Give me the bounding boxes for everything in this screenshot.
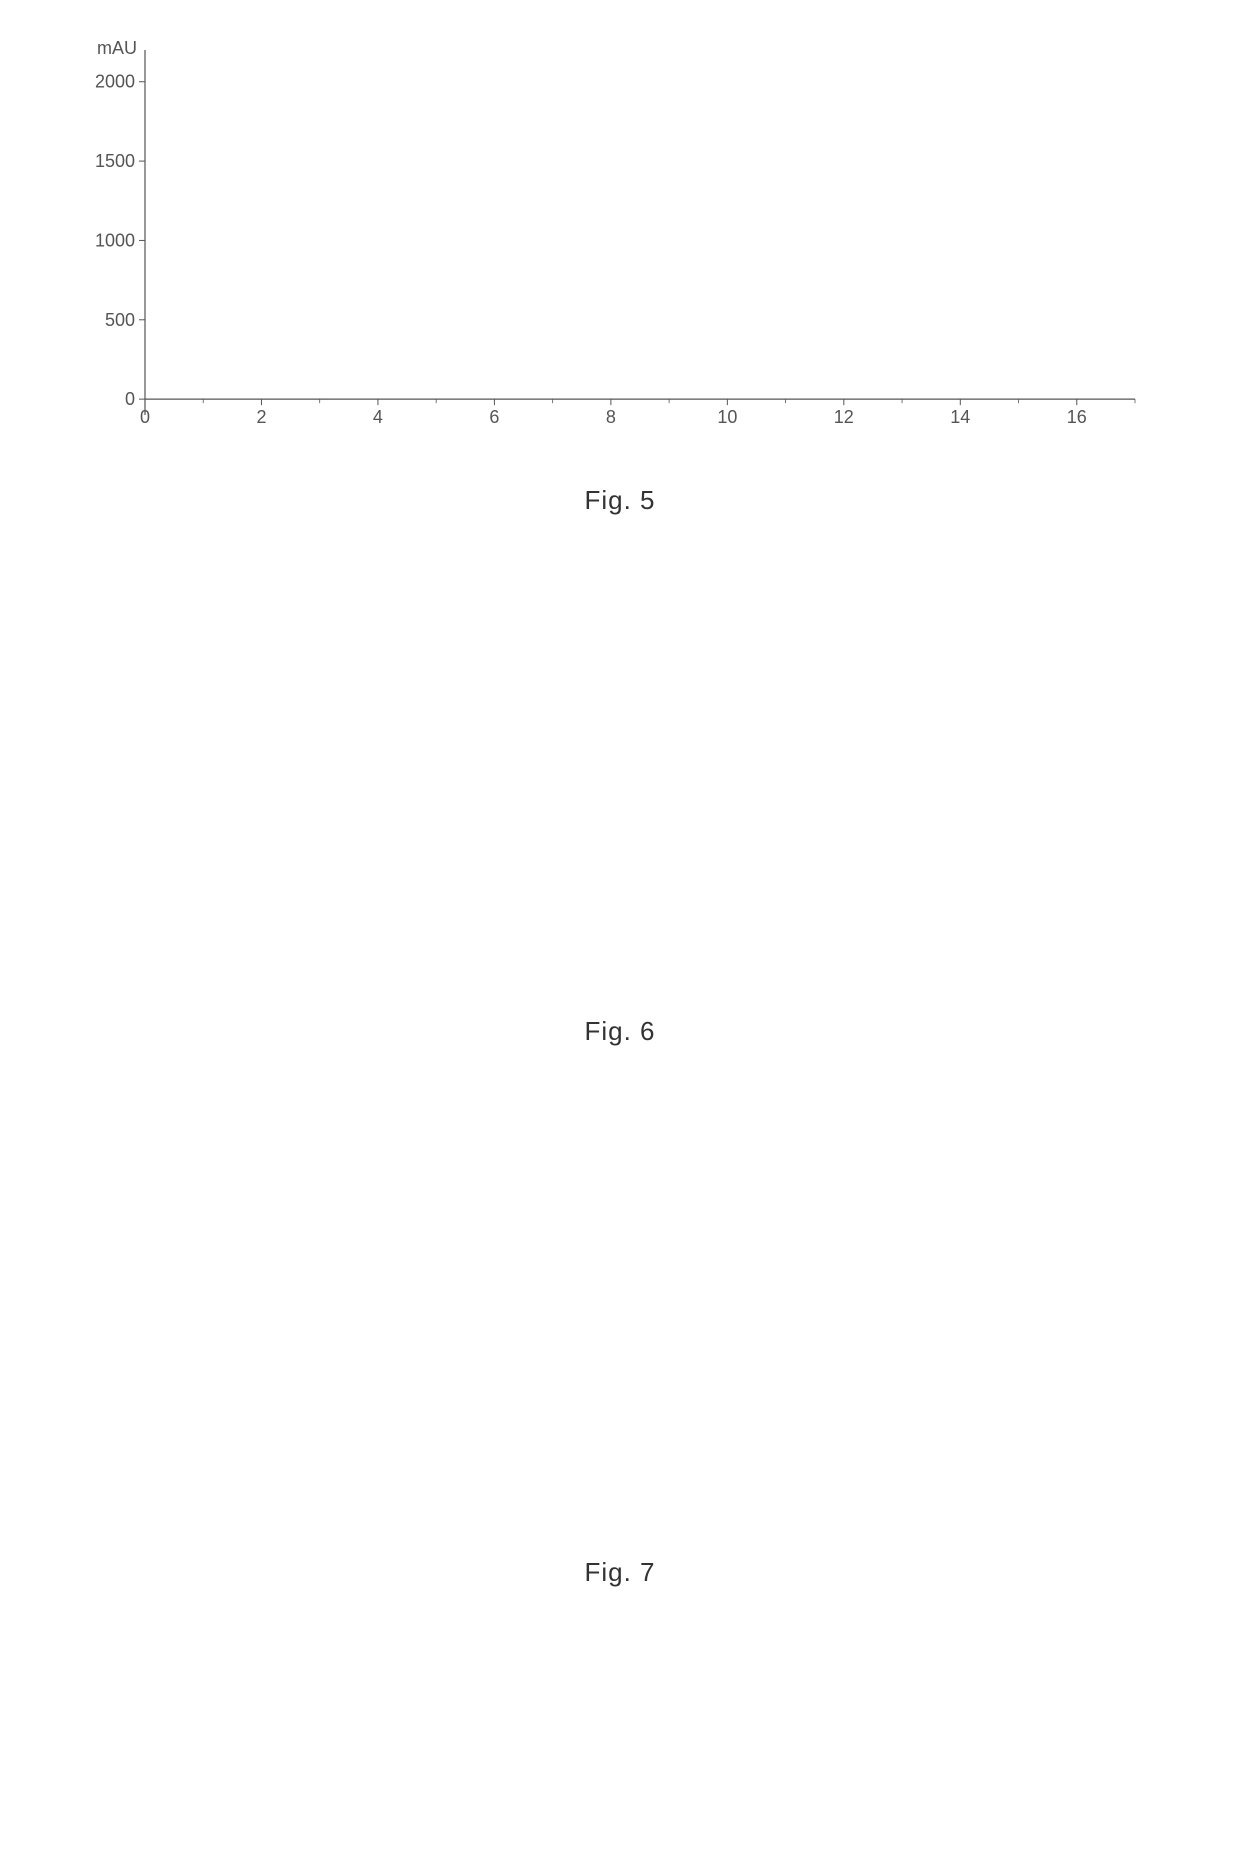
svg-text:12: 12 <box>834 407 854 427</box>
svg-text:1500: 1500 <box>95 151 135 171</box>
svg-text:0: 0 <box>140 407 150 427</box>
fig6-chromatogram <box>60 561 1160 991</box>
page: 02468101214160500100015002000mAU Fig. 5 … <box>0 0 1240 1673</box>
fig6-block <box>60 561 1180 991</box>
fig6-caption: Fig. 6 <box>60 1016 1180 1047</box>
svg-text:mAU: mAU <box>97 38 137 58</box>
fig7-block <box>60 1092 1180 1532</box>
fig7-caption: Fig. 7 <box>60 1557 1180 1588</box>
svg-text:500: 500 <box>105 310 135 330</box>
svg-text:0: 0 <box>125 389 135 409</box>
svg-text:10: 10 <box>717 407 737 427</box>
svg-text:2: 2 <box>256 407 266 427</box>
fig7-chromatogram <box>60 1092 1180 1532</box>
svg-text:4: 4 <box>373 407 383 427</box>
svg-text:14: 14 <box>950 407 970 427</box>
fig5-block: 0 2 4 6 8 10 12 14 16 0 500 1000 1500 2000 mAU <box>60 30 1180 460</box>
svg-text:1000: 1000 <box>95 230 135 250</box>
svg-text:8: 8 <box>606 407 616 427</box>
svg-text:16: 16 <box>1067 407 1087 427</box>
svg-text:6: 6 <box>489 407 499 427</box>
svg-text:2000: 2000 <box>95 72 135 92</box>
fig5-caption: Fig. 5 <box>60 485 1180 516</box>
fig5-chromatogram: 0 2 4 6 8 10 12 14 16 0 500 1000 1500 2000 mAU <box>60 30 1160 460</box>
